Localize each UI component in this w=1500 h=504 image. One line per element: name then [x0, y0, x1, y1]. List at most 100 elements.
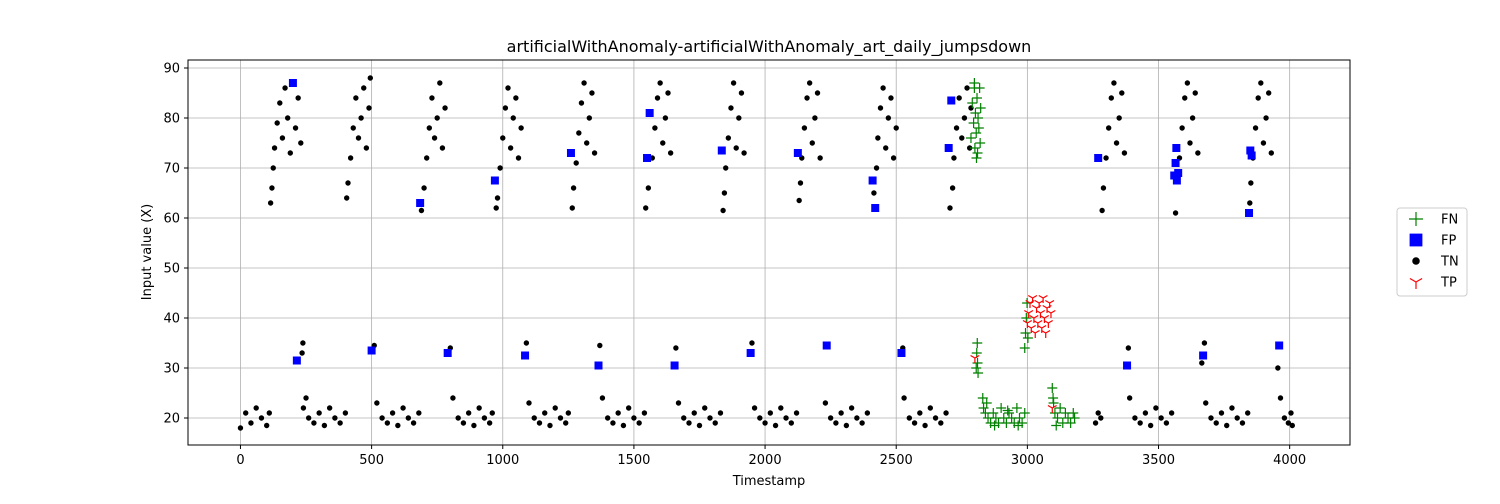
x-tick-label: 4000	[1273, 453, 1306, 468]
data-point-tn	[292, 125, 299, 131]
data-point-fn	[1014, 413, 1025, 423]
data-point-tn	[877, 105, 884, 111]
data-point-tn	[922, 422, 928, 429]
data-point-tn	[1147, 422, 1154, 429]
data-point-fn	[989, 420, 1000, 431]
data-point-tn	[570, 185, 577, 191]
data-point-tp	[1024, 309, 1034, 318]
data-point-tn	[1137, 420, 1143, 426]
data-point-tn	[814, 90, 821, 96]
data-point-tn	[536, 420, 543, 426]
data-point-fn	[1049, 408, 1060, 418]
data-point-tp	[1043, 319, 1053, 328]
data-point-fp	[292, 356, 301, 365]
data-point-fn	[973, 113, 984, 123]
data-point-fn	[971, 128, 982, 138]
data-point-fp	[643, 154, 652, 162]
data-point-tn	[833, 420, 839, 426]
series-fp	[288, 79, 1284, 370]
legend-label-tn: TN	[1440, 255, 1459, 270]
data-point-tn	[267, 200, 274, 206]
data-point-fn	[973, 123, 984, 133]
data-point-tn	[274, 120, 280, 126]
data-point-tn	[573, 160, 579, 166]
data-point-tn	[1265, 90, 1272, 96]
data-point-tn	[880, 85, 886, 91]
data-point-tn	[751, 405, 758, 411]
data-point-tn	[801, 125, 808, 131]
data-point-tn	[665, 90, 671, 96]
data-point-tn	[1288, 410, 1294, 416]
data-point-tn	[269, 185, 275, 191]
data-point-tn	[300, 340, 306, 346]
data-point-tn	[505, 85, 511, 91]
data-point-tn	[1158, 415, 1164, 421]
data-point-tn	[353, 95, 359, 101]
data-point-fp	[944, 144, 953, 152]
legend-marker-tn	[1412, 257, 1420, 265]
data-point-tn	[471, 422, 477, 429]
data-point-tn	[951, 155, 957, 161]
data-point-tn	[883, 145, 889, 151]
data-point-fn	[977, 393, 988, 403]
data-point-tn	[964, 85, 970, 91]
data-point-tn	[1252, 125, 1259, 131]
data-point-tn	[686, 420, 692, 426]
data-point-tn	[599, 395, 606, 401]
data-point-tn	[796, 197, 802, 204]
data-point-tn	[730, 80, 737, 86]
data-point-fp	[868, 176, 877, 185]
data-point-tn	[266, 410, 273, 416]
data-point-fp	[443, 349, 452, 357]
data-point-tn	[494, 195, 501, 201]
data-point-tn	[838, 410, 844, 416]
data-point-tn	[943, 410, 949, 416]
data-point-tn	[410, 420, 417, 426]
data-point-tn	[1281, 415, 1288, 421]
data-point-tn	[707, 415, 713, 421]
legend-marker-fp	[1409, 233, 1423, 247]
data-point-tn	[873, 165, 880, 171]
data-point-tn	[502, 105, 509, 111]
data-point-tn	[901, 395, 907, 401]
data-point-tn	[654, 95, 661, 101]
data-point-tn	[1179, 125, 1185, 131]
x-tick-label: 3000	[1011, 453, 1044, 468]
data-point-tn	[1142, 410, 1149, 416]
data-point-tn	[1285, 420, 1292, 426]
data-point-tn	[793, 410, 800, 416]
data-point-tn	[303, 395, 309, 401]
data-point-tn	[911, 420, 918, 426]
data-point-tn	[342, 410, 349, 416]
data-point-fn	[973, 368, 984, 378]
data-point-tn	[1268, 150, 1275, 156]
data-point-tn	[515, 155, 522, 161]
data-point-tn	[827, 415, 834, 421]
data-point-tn	[949, 185, 956, 191]
data-point-tn	[741, 150, 747, 156]
data-point-tn	[367, 75, 374, 81]
data-point-tn	[620, 422, 627, 429]
data-point-tn	[1203, 400, 1209, 406]
data-point-tn	[518, 125, 524, 131]
data-point-tn	[652, 125, 658, 131]
data-point-tn	[1108, 95, 1115, 101]
data-point-tn	[885, 115, 892, 121]
data-point-tn	[809, 140, 815, 146]
data-point-tn	[1125, 345, 1132, 351]
data-point-tn	[379, 415, 385, 421]
data-point-tn	[725, 135, 732, 141]
data-point-tn	[253, 405, 259, 411]
data-point-tn	[311, 420, 317, 426]
data-point-tn	[956, 95, 962, 101]
data-point-tn	[497, 165, 503, 171]
data-point-tn	[1113, 140, 1120, 146]
data-point-tn	[355, 135, 362, 141]
data-point-tn	[277, 100, 283, 106]
data-point-tn	[1105, 125, 1112, 131]
data-point-fn	[1002, 405, 1013, 416]
data-point-tp	[1034, 299, 1044, 308]
data-point-tn	[733, 145, 739, 151]
data-point-fn	[1011, 403, 1022, 413]
data-point-fn	[967, 98, 978, 108]
